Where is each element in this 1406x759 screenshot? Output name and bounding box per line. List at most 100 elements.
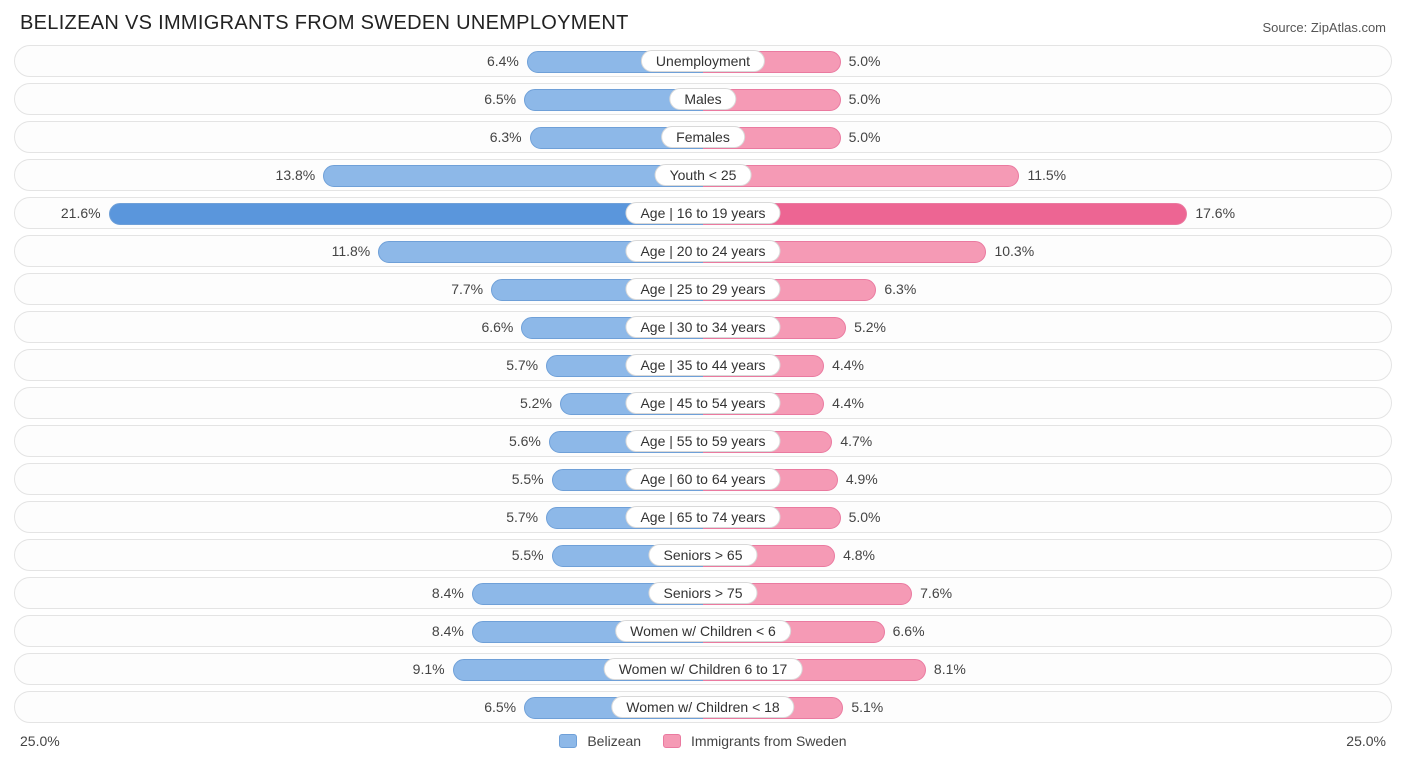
row-right-half: 5.0% [703,502,1391,532]
row-left-half: 9.1% [15,654,703,684]
chart-row: 6.4% 5.0% Unemployment [14,45,1392,77]
chart-source: Source: ZipAtlas.com [1262,20,1386,35]
chart-footer: 25.0% Belizean Immigrants from Sweden 25… [14,729,1392,749]
chart-row: 6.5% 5.0% Males [14,83,1392,115]
row-right-half: 5.0% [703,84,1391,114]
row-category-label: Age | 55 to 59 years [625,430,780,452]
row-category-label: Unemployment [641,50,765,72]
value-right: 17.6% [1195,198,1235,228]
legend-item-right: Immigrants from Sweden [663,733,847,749]
chart-row: 9.1%8.1%Women w/ Children 6 to 17 [14,653,1392,685]
chart-row: 5.5% 4.9% Age | 60 to 64 years [14,463,1392,495]
chart-legend: Belizean Immigrants from Sweden [559,733,846,749]
row-left-half: 5.5% [15,540,703,570]
value-left: 5.7% [506,350,538,380]
row-category-label: Age | 60 to 64 years [625,468,780,490]
chart-row: 13.8% 11.5% Youth < 25 [14,159,1392,191]
row-category-label: Seniors > 75 [649,582,758,604]
value-left: 6.4% [487,46,519,76]
value-left: 8.4% [432,616,464,646]
value-right: 5.0% [849,84,881,114]
row-right-half: 4.8% [703,540,1391,570]
bar-left [323,165,703,187]
chart-row: 6.6% 5.2% Age | 30 to 34 years [14,311,1392,343]
value-left: 5.5% [512,540,544,570]
legend-swatch-left [559,734,577,748]
value-right: 5.0% [849,502,881,532]
value-left: 5.7% [506,502,538,532]
row-right-half: 17.6% [703,198,1391,228]
row-right-half: 11.5% [703,160,1391,190]
row-right-half: 4.4% [703,388,1391,418]
legend-label-left: Belizean [587,733,641,749]
axis-max-left: 25.0% [20,733,60,749]
value-left: 6.6% [481,312,513,342]
row-category-label: Youth < 25 [655,164,752,186]
row-left-half: 8.4% [15,578,703,608]
row-left-half: 5.6% [15,426,703,456]
chart-row: 6.5%5.1%Women w/ Children < 18 [14,691,1392,723]
value-right: 4.7% [840,426,872,456]
row-left-half: 6.6% [15,312,703,342]
value-right: 6.6% [893,616,925,646]
legend-swatch-right [663,734,681,748]
value-left: 5.5% [512,464,544,494]
row-left-half: 5.2% [15,388,703,418]
row-category-label: Seniors > 65 [649,544,758,566]
legend-item-left: Belizean [559,733,641,749]
chart-row: 5.6% 4.7% Age | 55 to 59 years [14,425,1392,457]
chart-row: 8.4% 6.6% Women w/ Children < 6 [14,615,1392,647]
value-right: 5.2% [854,312,886,342]
value-left: 7.7% [451,274,483,304]
value-right: 11.5% [1027,160,1066,190]
chart-row: 7.7% 6.3% Age | 25 to 29 years [14,273,1392,305]
chart-row: 8.4%7.6%Seniors > 75 [14,577,1392,609]
row-category-label: Males [669,88,736,110]
value-right: 5.0% [849,46,881,76]
row-right-half: 6.3% [703,274,1391,304]
value-left: 11.8% [332,236,371,266]
row-category-label: Age | 25 to 29 years [625,278,780,300]
chart-row: 5.7%5.0%Age | 65 to 74 years [14,501,1392,533]
row-right-half: 10.3% [703,236,1391,266]
chart-row: 21.6%17.6%Age | 16 to 19 years [14,197,1392,229]
row-right-half: 6.6% [703,616,1391,646]
row-category-label: Females [661,126,745,148]
row-left-half: 8.4% [15,616,703,646]
row-left-half: 6.3% [15,122,703,152]
value-left: 13.8% [276,160,316,190]
chart-row: 5.7% 4.4% Age | 35 to 44 years [14,349,1392,381]
row-category-label: Women w/ Children < 6 [615,620,791,642]
value-left: 5.6% [509,426,541,456]
value-left: 6.5% [484,84,516,114]
row-left-half: 6.5% [15,84,703,114]
row-left-half: 11.8% [15,236,703,266]
axis-max-right: 25.0% [1346,733,1386,749]
value-right: 6.3% [884,274,916,304]
row-left-half: 21.6% [15,198,703,228]
row-category-label: Women w/ Children < 18 [611,696,794,718]
row-category-label: Women w/ Children 6 to 17 [604,658,803,680]
row-left-half: 5.7% [15,502,703,532]
row-left-half: 6.5% [15,692,703,722]
bar-left [109,203,703,225]
row-left-half: 5.7% [15,350,703,380]
value-left: 21.6% [61,198,101,228]
value-right: 5.0% [849,122,881,152]
chart-row: 5.2%4.4%Age | 45 to 54 years [14,387,1392,419]
row-right-half: 4.4% [703,350,1391,380]
value-right: 4.4% [832,350,864,380]
chart-title: BELIZEAN VS IMMIGRANTS FROM SWEDEN UNEMP… [20,12,629,35]
chart-header: BELIZEAN VS IMMIGRANTS FROM SWEDEN UNEMP… [14,10,1392,45]
row-category-label: Age | 45 to 54 years [625,392,780,414]
value-left: 9.1% [413,654,445,684]
chart-row: 11.8%10.3%Age | 20 to 24 years [14,235,1392,267]
row-category-label: Age | 35 to 44 years [625,354,780,376]
chart-row: 6.3% 5.0% Females [14,121,1392,153]
row-category-label: Age | 30 to 34 years [625,316,780,338]
value-right: 10.3% [994,236,1034,266]
diverging-bar-chart: 6.4% 5.0% Unemployment 6.5% 5.0% Males 6.3% 5.0… [14,45,1392,723]
value-right: 4.9% [846,464,878,494]
row-right-half: 7.6% [703,578,1391,608]
row-left-half: 7.7% [15,274,703,304]
